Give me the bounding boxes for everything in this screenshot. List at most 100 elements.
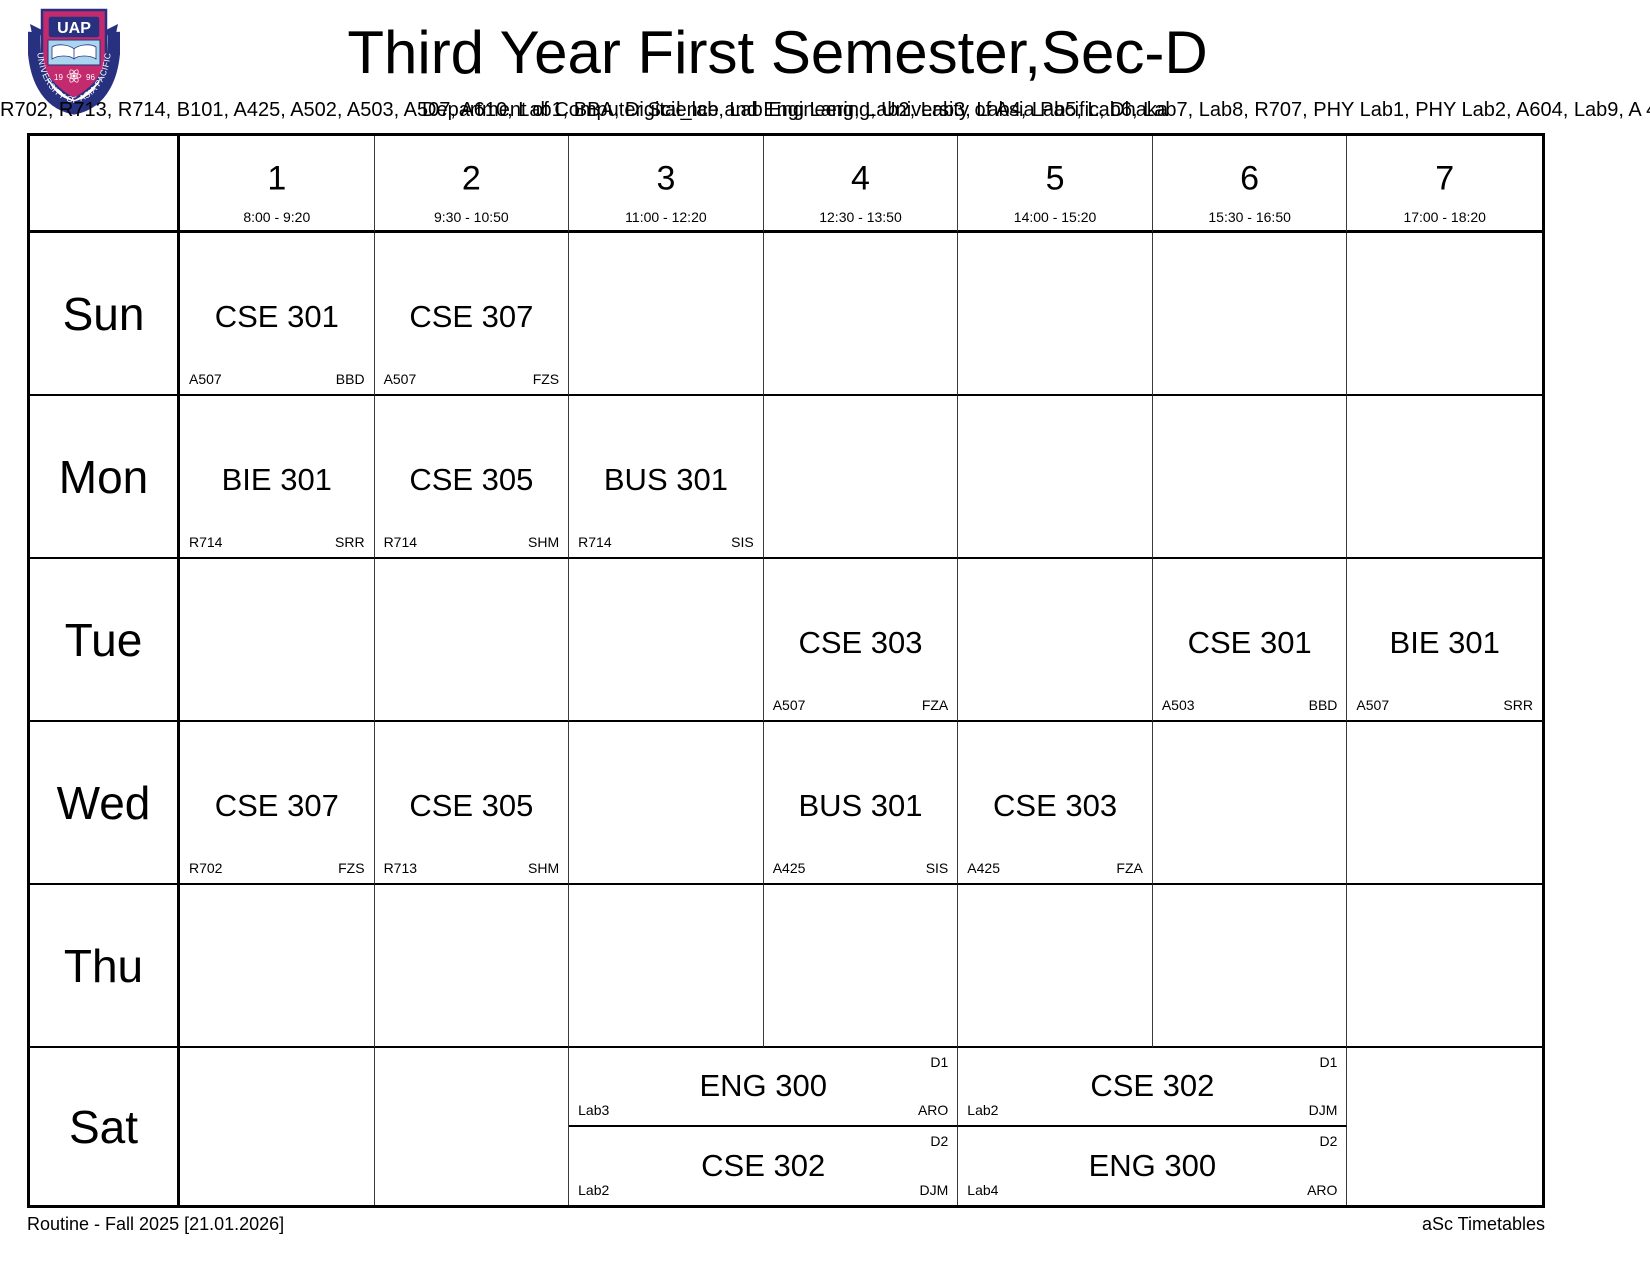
empty-cell <box>569 722 764 885</box>
course-name: CSE 307 <box>214 787 339 823</box>
period-time: 9:30 - 10:50 <box>433 209 509 225</box>
course-name: CSE 301 <box>1187 624 1312 660</box>
period-time: 17:00 - 18:20 <box>1403 209 1486 225</box>
room-code: R713 <box>383 860 418 876</box>
empty-cell <box>569 559 764 722</box>
period-header-4: 4 12:30 - 13:50 <box>763 136 959 233</box>
empty-cell <box>763 885 959 1048</box>
course-name: CSE 305 <box>409 787 534 823</box>
class-wed-p2: CSE 305 R713 SHM <box>374 722 570 885</box>
room-code: Lab2 <box>967 1101 999 1118</box>
period-time: 11:00 - 12:20 <box>625 209 707 225</box>
empty-cell <box>763 396 959 559</box>
teacher-code: FZA <box>1116 860 1143 876</box>
svg-text:UAP: UAP <box>57 20 91 37</box>
footer-app-label: aSc Timetables <box>1421 1214 1545 1234</box>
period-number: 6 <box>1240 159 1260 198</box>
room-code: Lab2 <box>578 1182 610 1198</box>
day-label-sat: Sat <box>30 1048 180 1205</box>
room-code: A507 <box>772 697 806 713</box>
day-label-thu: Thu <box>30 885 180 1048</box>
room-code: A425 <box>967 860 1000 876</box>
period-time: 15:30 - 16:50 <box>1208 209 1291 225</box>
empty-cell <box>1347 233 1542 396</box>
teacher-code: BBD <box>1308 697 1338 713</box>
course-name: BUS 301 <box>798 787 923 823</box>
class-sat-group-d2-p56: D2 ENG 300 Lab4 ARO <box>958 1126 1348 1205</box>
empty-cell <box>374 559 570 722</box>
empty-cell <box>180 885 375 1048</box>
empty-cell <box>1152 396 1348 559</box>
room-code: R714 <box>578 534 612 550</box>
empty-cell <box>763 233 959 396</box>
svg-text:96: 96 <box>86 73 95 82</box>
room-code: A507 <box>1356 697 1390 713</box>
course-name: ENG 300 <box>699 1068 827 1104</box>
class-sun-p2: CSE 307 A507 FZS <box>374 233 570 396</box>
room-code: A503 <box>1161 697 1195 713</box>
teacher-code: SIS <box>731 534 754 550</box>
period-number: 5 <box>1045 159 1065 198</box>
room-code: A425 <box>772 860 806 876</box>
day-label-wed: Wed <box>30 722 180 885</box>
teacher-code: BBD <box>335 371 365 387</box>
empty-cell <box>569 885 764 1048</box>
period-header-7: 7 17:00 - 18:20 <box>1347 136 1542 233</box>
group-label: D2 <box>1319 1132 1338 1149</box>
course-name: CSE 302 <box>1090 1068 1215 1104</box>
teacher-code: SRR <box>335 534 365 550</box>
teacher-code: FZS <box>338 860 365 876</box>
empty-cell <box>1347 885 1542 1048</box>
department-line: Department of Computer Science and Engin… <box>422 99 1168 121</box>
course-name: BIE 301 <box>221 461 332 497</box>
empty-cell <box>1347 1048 1542 1205</box>
empty-cell <box>374 885 570 1048</box>
class-sat-group-d2-p34: D2 CSE 302 Lab2 DJM <box>569 1126 959 1205</box>
day-label-sun: Sun <box>30 233 180 396</box>
teacher-code: FZA <box>921 697 949 713</box>
period-header-3: 3 11:00 - 12:20 <box>569 136 764 233</box>
course-name: CSE 305 <box>409 461 534 497</box>
teacher-code: DJM <box>919 1182 949 1198</box>
class-mon-p3: BUS 301 R714 SIS <box>569 396 764 559</box>
class-tue-p4: CSE 303 A507 FZA <box>763 559 959 722</box>
period-header-6: 6 15:30 - 16:50 <box>1152 136 1348 233</box>
room-code: R714 <box>383 534 418 550</box>
class-wed-p4: BUS 301 A425 SIS <box>763 722 959 885</box>
class-wed-p5: CSE 303 A425 FZA <box>958 722 1153 885</box>
day-label-tue: Tue <box>30 559 180 722</box>
course-name: CSE 303 <box>993 787 1118 823</box>
room-code: Lab4 <box>967 1182 999 1198</box>
teacher-code: SHM <box>528 860 560 876</box>
group-label: D1 <box>930 1054 949 1070</box>
class-mon-p2: CSE 305 R714 SHM <box>374 396 570 559</box>
empty-cell <box>569 233 764 396</box>
period-header-1: 1 8:00 - 9:20 <box>180 136 375 233</box>
uap-crest-icon: UAP 19 96 UNIVERSITY OF ASIA PACIFIC <box>27 8 121 115</box>
period-number: 4 <box>851 159 870 198</box>
group-label: D2 <box>930 1132 949 1149</box>
class-mon-p1: BIE 301 R714 SRR <box>180 396 375 559</box>
teacher-code: DJM <box>1308 1101 1338 1118</box>
page-title: Third Year First Semester,Sec-D <box>347 19 1208 86</box>
course-name: BUS 301 <box>603 461 728 497</box>
room-code: A507 <box>383 371 417 387</box>
teacher-code: SRR <box>1503 697 1533 713</box>
class-wed-p1: CSE 307 R702 FZS <box>180 722 375 885</box>
empty-cell <box>958 396 1153 559</box>
class-sat-group-d1-p34: D1 ENG 300 Lab3 ARO <box>569 1048 959 1127</box>
course-name: CSE 307 <box>409 298 534 334</box>
course-name: CSE 302 <box>701 1147 826 1183</box>
room-code: A507 <box>189 371 222 387</box>
day-label-mon: Mon <box>30 396 180 559</box>
footer: Routine - Fall 2025 [21.01.2026] aSc Tim… <box>27 1214 1545 1235</box>
empty-cell <box>958 559 1153 722</box>
footer-routine-label: Routine - Fall 2025 [21.01.2026] <box>27 1214 285 1234</box>
period-number: 1 <box>267 159 287 198</box>
teacher-code: SIS <box>925 860 949 876</box>
course-name: CSE 301 <box>214 298 339 334</box>
room-code: Lab3 <box>578 1101 610 1118</box>
room-code: R714 <box>189 534 223 550</box>
empty-cell <box>374 1048 570 1205</box>
svg-text:19: 19 <box>54 73 63 82</box>
